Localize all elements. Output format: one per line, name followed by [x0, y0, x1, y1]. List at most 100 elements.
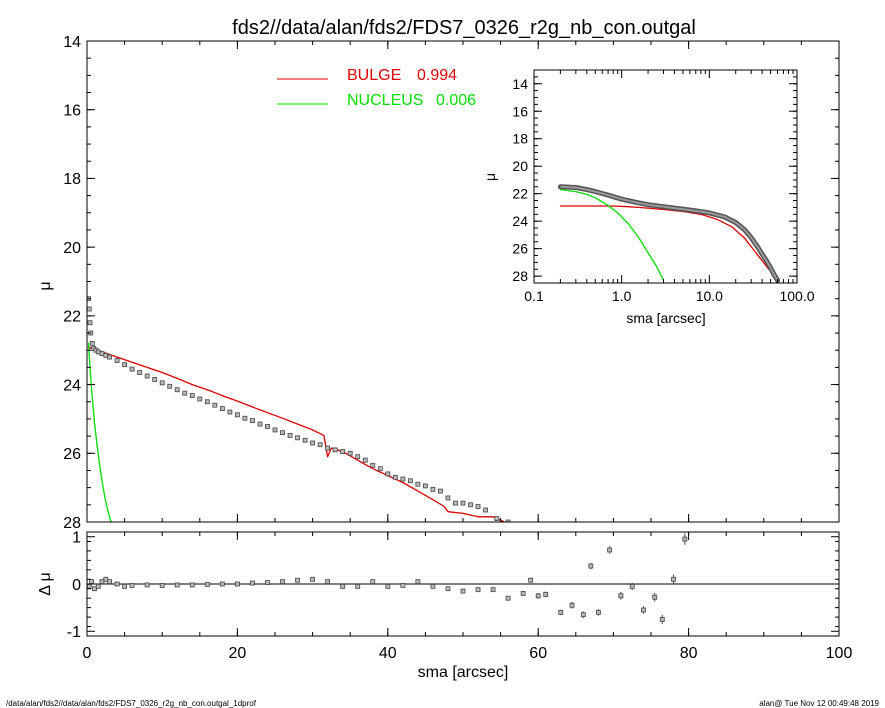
x-tick-label: 40 [379, 645, 397, 662]
main-data-point [430, 486, 436, 492]
inset-series-group [557, 184, 781, 283]
main-data-point [310, 440, 316, 446]
main-data-point [219, 406, 225, 412]
main-data-point [355, 454, 361, 460]
main-data-point [453, 500, 458, 506]
residual-data-point [129, 583, 135, 588]
main-data-point [212, 402, 218, 408]
residual-data-point [460, 588, 466, 594]
residual-data-point [569, 602, 575, 608]
residual-data-point [144, 582, 150, 588]
residual-data-point [629, 583, 635, 589]
residual-data-point [558, 609, 564, 615]
residual-data-point [607, 547, 613, 553]
main-data-point [460, 500, 466, 506]
main-data-point [385, 471, 391, 477]
residual-panel: 0 20 40 60 80 100-101 sma [arcsec] Δ μ [37, 529, 852, 681]
y-tick-label: 14 [512, 76, 528, 92]
inset-bulge-line [559, 205, 779, 283]
x-tick-label: 80 [680, 645, 698, 662]
residual-data-point [89, 579, 94, 585]
residual-data-point [659, 617, 665, 622]
residual-data-point [543, 592, 549, 597]
x-tick-label: 0 [83, 645, 92, 662]
main-data-point [265, 424, 270, 429]
main-bulge-line [87, 346, 506, 522]
residual-data-point [87, 583, 92, 589]
residual-y-axis-label: Δ μ [37, 572, 54, 595]
x-tick-label: 0.1 [524, 288, 544, 304]
main-data-point [468, 502, 473, 508]
x-tick-label: 1.0 [612, 288, 632, 304]
main-data-point [114, 358, 120, 363]
residual-data-point [445, 586, 451, 592]
y-tick-label: 14 [63, 34, 81, 51]
main-data-point [415, 481, 421, 487]
main-data-point [362, 457, 368, 463]
residual-data-point [114, 581, 120, 587]
y-tick-label: 26 [63, 446, 81, 463]
main-data-point [167, 383, 173, 389]
main-data-point [392, 474, 398, 480]
main-data-point [332, 447, 338, 453]
residual-axes: 0 20 40 60 80 100-101 [67, 529, 853, 662]
main-data-point [317, 442, 323, 448]
residual-data-point [95, 583, 101, 589]
residual-data-point [415, 579, 421, 585]
main-data-point [174, 387, 180, 393]
residual-x-axis-label: sma [arcsec] [418, 664, 509, 681]
main-data-point [227, 409, 233, 415]
legend-nucleus-value: 0.006 [436, 92, 476, 109]
main-data-point [234, 412, 240, 418]
y-tick-label: 24 [63, 377, 81, 394]
y-tick-label: 18 [512, 131, 528, 147]
main-data-point [159, 380, 165, 386]
main-panel: 14 16 18 20 22 24 26 28 μ [37, 34, 840, 532]
main-series-group [87, 296, 511, 522]
main-data-point [377, 466, 383, 472]
main-data-point [129, 366, 135, 372]
residual-data-point [107, 579, 112, 585]
main-data-layer [87, 296, 511, 522]
residual-data-point [671, 576, 676, 582]
main-data-point [438, 488, 443, 494]
main-data-point [400, 476, 406, 482]
main-data-point [422, 483, 428, 489]
y-tick-label: -1 [67, 624, 81, 641]
residual-data-point [595, 609, 601, 615]
residual-data-point [310, 576, 316, 582]
residual-data-point [580, 612, 586, 618]
y-tick-label: 28 [512, 268, 528, 284]
main-data-point [182, 390, 188, 396]
main-data-point [122, 362, 127, 368]
residual-data-point [174, 582, 180, 588]
y-tick-label: 26 [512, 241, 528, 257]
residual-data-point [234, 581, 240, 587]
inset-x-axis-label: sma [arcsec] [626, 310, 705, 326]
main-data-point [295, 435, 300, 441]
legend-bulge-value: 0.994 [417, 67, 457, 84]
main-data-point [137, 370, 143, 375]
main-nucleus-line [87, 342, 112, 522]
residual-data-point [588, 563, 594, 569]
residual-data-point [430, 583, 436, 589]
x-tick-label: 10.0 [696, 288, 723, 304]
main-data-point [87, 320, 93, 326]
residual-data-point [122, 583, 127, 589]
main-data-point [287, 433, 293, 438]
x-tick-label: 100 [826, 645, 853, 662]
main-data-point [257, 421, 263, 427]
y-tick-label: 1 [72, 529, 81, 546]
main-data-point [407, 478, 413, 484]
residual-data-point [385, 583, 391, 589]
main-data-point [152, 377, 158, 382]
residual-data-point [325, 579, 331, 585]
legend-bulge-label: BULGE [347, 67, 401, 84]
inset-data-line-core [560, 185, 779, 281]
x-tick-label: 100.0 [779, 288, 814, 304]
residual-data-point [355, 583, 361, 589]
main-data-point [494, 516, 500, 521]
residual-data-point [370, 579, 376, 585]
y-tick-label: 0 [72, 577, 81, 594]
